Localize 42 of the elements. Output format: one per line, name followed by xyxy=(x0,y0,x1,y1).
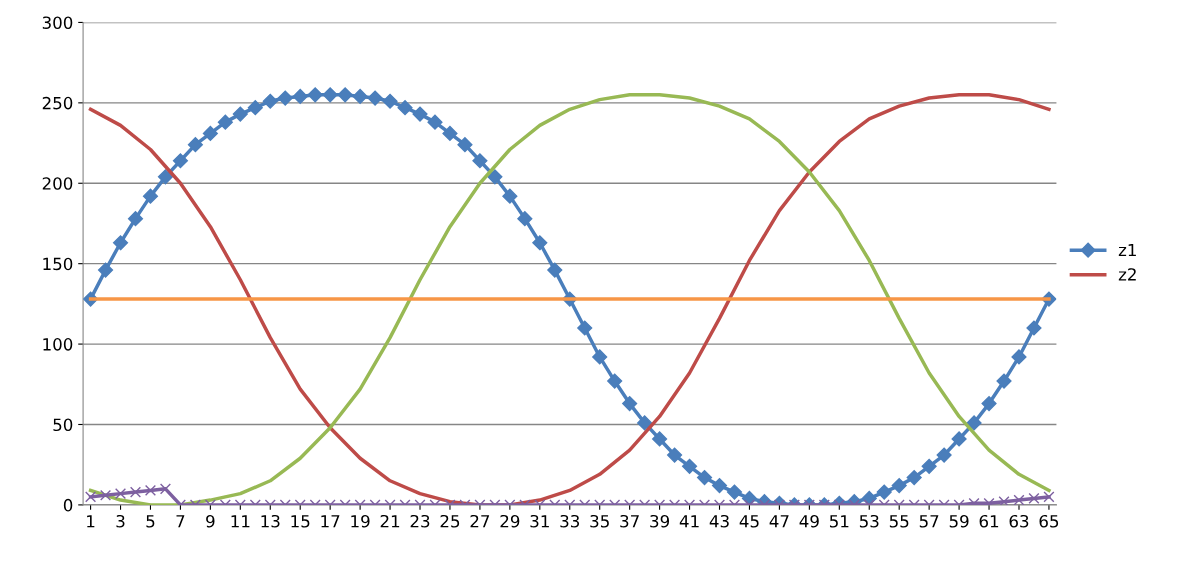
x-tick-label: 3 xyxy=(116,514,125,528)
x-tick-label: 59 xyxy=(949,514,969,528)
x-tick-label: 13 xyxy=(261,514,280,528)
x-tick-label: 57 xyxy=(919,515,939,528)
x-tick-label: 7 xyxy=(176,515,185,528)
y-tick-label: 250 xyxy=(42,96,73,110)
y-tick-label: 150 xyxy=(43,257,73,271)
y-tick-label: 50 xyxy=(53,418,73,432)
x-tick-label: 51 xyxy=(829,515,849,528)
x-tick-label: 29 xyxy=(500,514,520,528)
x-tick-label: 49 xyxy=(799,514,819,528)
x-tick-label: 5 xyxy=(146,515,155,528)
x-tick-label: 35 xyxy=(590,514,609,528)
x-tick-label: 41 xyxy=(679,515,699,528)
x-tick-label: 23 xyxy=(410,514,430,528)
x-tick-label: 61 xyxy=(979,514,999,528)
x-tick-label: 63 xyxy=(1009,514,1029,528)
y-tick-label: 100 xyxy=(43,338,73,351)
x-tick-label: 45 xyxy=(739,515,759,528)
y-tick-label: 0 xyxy=(63,498,73,512)
x-tick-label: 1 xyxy=(87,515,95,528)
x-tick-label: 33 xyxy=(560,514,580,528)
x-tick-label: 27 xyxy=(470,514,490,528)
x-tick-label: 53 xyxy=(859,514,879,528)
y-tick-label: 200 xyxy=(42,177,73,190)
x-tick-label: 37 xyxy=(620,514,639,528)
x-tick-label: 31 xyxy=(530,514,549,528)
x-tick-label: 9 xyxy=(206,514,215,528)
x-tick-label: 65 xyxy=(1039,514,1059,528)
x-tick-label: 19 xyxy=(351,514,370,528)
x-tick-label: 15 xyxy=(291,515,310,528)
x-tick-label: 25 xyxy=(440,514,460,528)
x-tick-label: 39 xyxy=(650,514,670,528)
x-tick-label: 21 xyxy=(380,514,400,528)
x-tick-label: 55 xyxy=(889,515,909,528)
x-tick-label: 11 xyxy=(231,515,250,528)
legend-label: z1 xyxy=(1118,243,1136,257)
x-tick-label: 47 xyxy=(769,515,789,528)
legend-label: z2 xyxy=(1118,268,1136,281)
x-tick-label: 43 xyxy=(709,514,729,528)
y-tick-label: 300 xyxy=(42,16,73,30)
x-tick-label: 17 xyxy=(321,515,340,528)
